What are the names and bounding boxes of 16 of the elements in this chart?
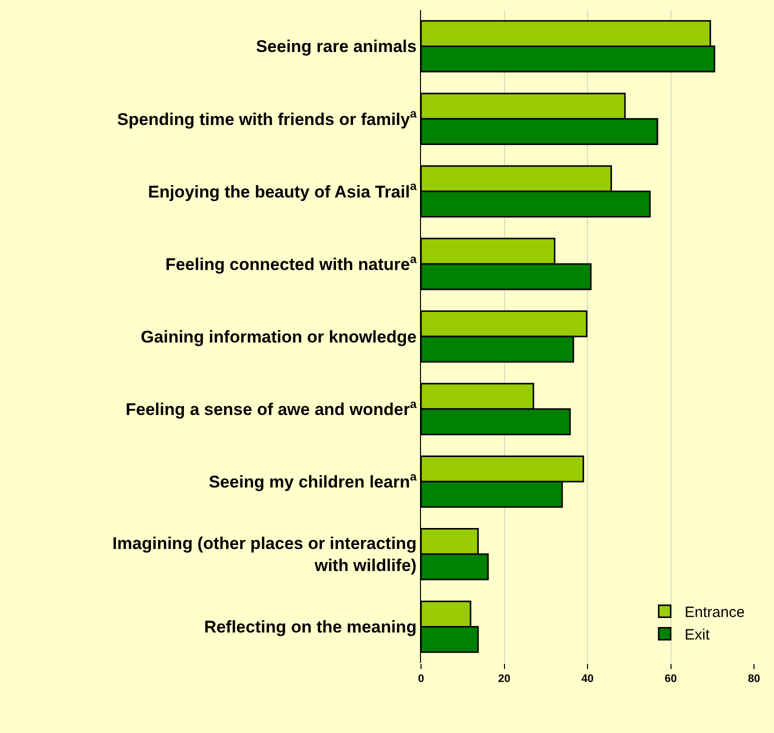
y-tick-label: Feeling a sense of awe and wonder$^{a}$ — [126, 396, 417, 420]
x-tick-label: 20 — [498, 673, 510, 686]
y-tick-label: Gaining information or knowledge — [140, 327, 417, 346]
y-tick-label: Feeling connected with nature$^{a}$ — [165, 252, 417, 274]
x-tick-label: 60 — [664, 673, 677, 686]
x-tick-label: 0 — [418, 673, 424, 686]
y-tick-label: Seeing rare animals — [256, 37, 417, 56]
legend-label: Exit — [684, 626, 711, 644]
y-tick-label: Reflecting on the meaning — [204, 618, 417, 637]
y-tick-label: Enjoying the beauty of Asia Trail$^{a}$ — [148, 179, 417, 202]
y-tick-label: Spending time with friends or family$^{a}$ — [117, 106, 417, 129]
x-tick-label: 80 — [748, 673, 760, 686]
y-tick-label: Seeing my children learn$^{a}$ — [208, 469, 417, 492]
legend-label: Entrance — [684, 604, 745, 622]
y-tick-label: Imagining (other places or interacting with wildlife) — [112, 534, 417, 576]
x-tick-label: 40 — [581, 673, 594, 686]
